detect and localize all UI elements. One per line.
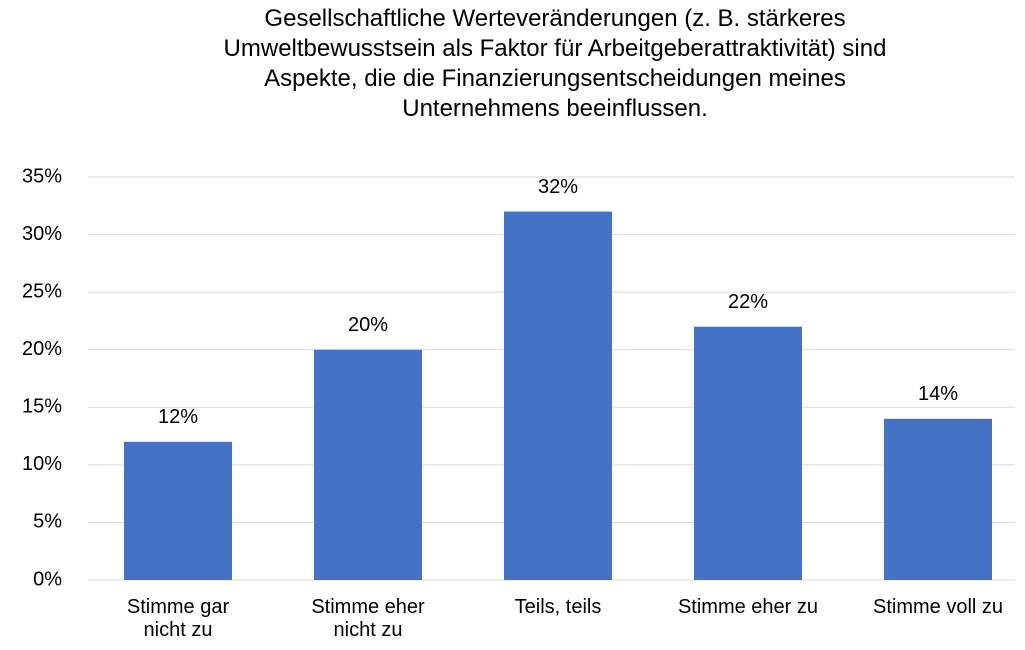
bar bbox=[884, 418, 992, 580]
x-tick-label: Stimme voll zu bbox=[872, 596, 1004, 618]
x-tick-label: Stimme gar nicht zu bbox=[126, 596, 230, 641]
data-label: 32% bbox=[538, 176, 578, 198]
x-tick-label: Stimme eher zu bbox=[677, 596, 819, 618]
x-tick-label: Stimme eher nicht zu bbox=[311, 596, 425, 641]
bar bbox=[124, 441, 232, 580]
data-label: 12% bbox=[158, 406, 198, 428]
data-label: 20% bbox=[348, 314, 388, 336]
bar bbox=[314, 349, 422, 580]
bar bbox=[694, 326, 802, 580]
bar bbox=[504, 211, 612, 581]
chart-title: Gesellschaftliche Werteveränderungen (z.… bbox=[223, 5, 887, 122]
y-tick-label: 5% bbox=[33, 511, 62, 533]
data-label: 22% bbox=[728, 291, 768, 313]
y-tick-label: 30% bbox=[22, 223, 62, 245]
y-tick-label: 0% bbox=[33, 568, 62, 590]
y-tick-label: 25% bbox=[22, 280, 62, 302]
y-tick-label: 15% bbox=[22, 396, 62, 418]
y-tick-label: 20% bbox=[22, 338, 62, 360]
y-tick-label: 35% bbox=[22, 165, 62, 187]
data-label: 14% bbox=[918, 383, 958, 405]
y-tick-label: 10% bbox=[22, 453, 62, 475]
x-tick-label: Teils, teils bbox=[514, 596, 602, 618]
